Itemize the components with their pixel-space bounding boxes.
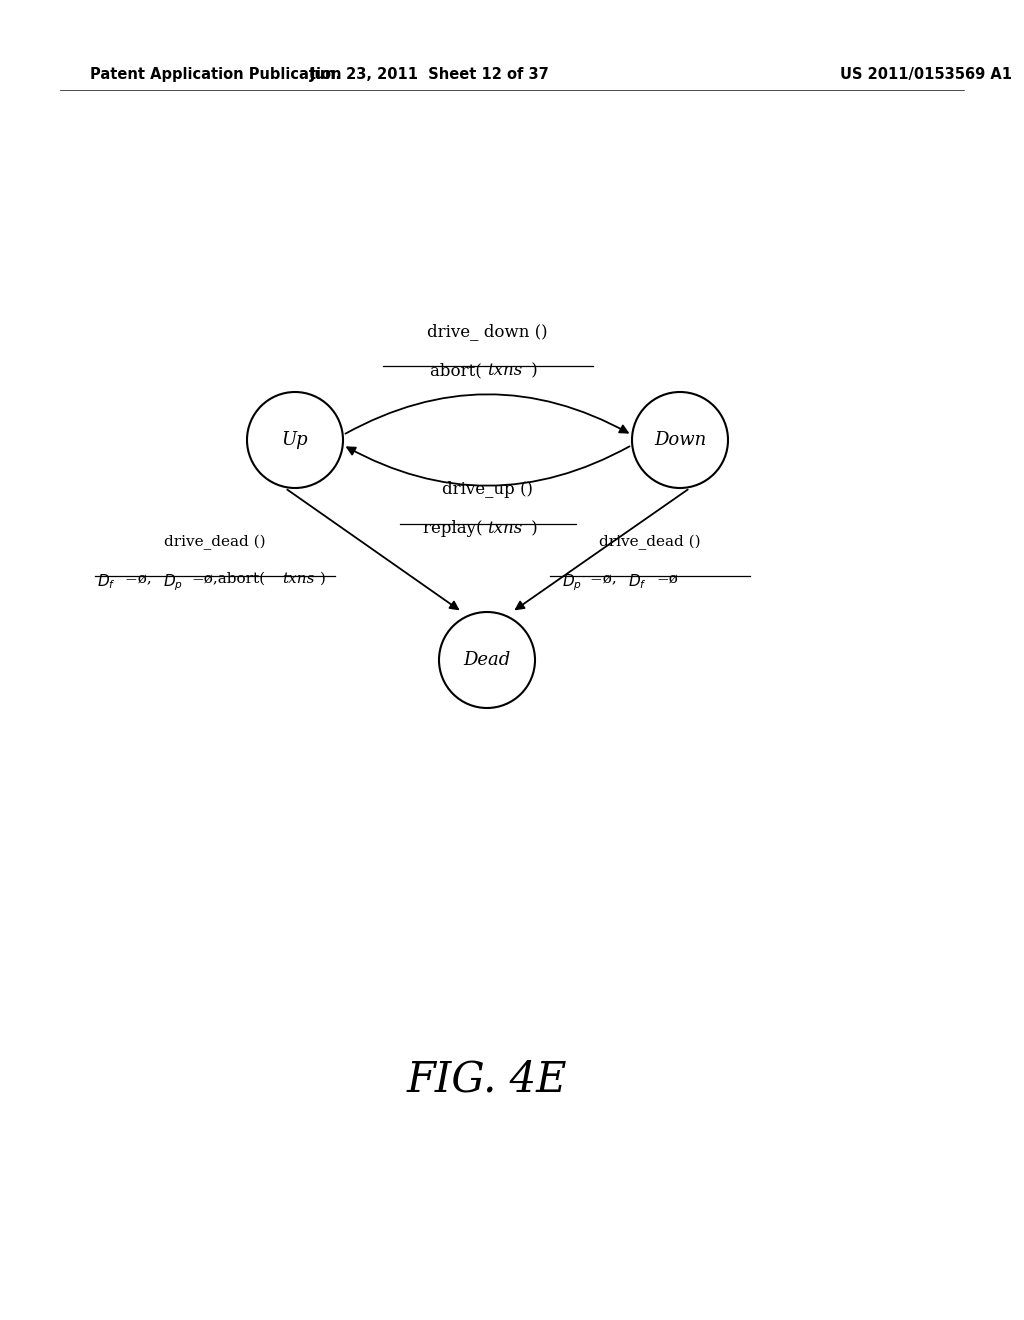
Text: txns: txns [487, 362, 522, 379]
Circle shape [247, 392, 343, 488]
Text: Dead: Dead [464, 651, 511, 669]
Text: txns: txns [487, 520, 522, 537]
Text: =ø: =ø [656, 572, 678, 586]
Text: Up: Up [282, 432, 308, 449]
Text: $\it{D}$$_p$: $\it{D}$$_p$ [562, 572, 583, 593]
FancyArrowPatch shape [516, 490, 688, 610]
FancyArrowPatch shape [288, 490, 458, 610]
Text: drive_ down (): drive_ down () [427, 323, 548, 341]
Text: $\it{D}$$_f$: $\it{D}$$_f$ [97, 572, 116, 591]
Text: drive_dead (): drive_dead () [164, 535, 266, 550]
Text: ): ) [315, 572, 326, 586]
Text: abort(: abort( [430, 362, 487, 379]
Text: =ø,: =ø, [125, 572, 157, 586]
FancyArrowPatch shape [345, 395, 628, 434]
Text: $\it{D}$$_f$: $\it{D}$$_f$ [628, 572, 647, 591]
Text: Jun. 23, 2011  Sheet 12 of 37: Jun. 23, 2011 Sheet 12 of 37 [310, 67, 550, 82]
Text: $\it{D}$$_p$: $\it{D}$$_p$ [163, 572, 183, 593]
FancyArrowPatch shape [347, 446, 630, 486]
Text: US 2011/0153569 A1: US 2011/0153569 A1 [840, 67, 1012, 82]
Circle shape [632, 392, 728, 488]
Text: ): ) [525, 520, 538, 537]
Text: Down: Down [654, 432, 707, 449]
Text: drive_up (): drive_up () [442, 480, 534, 498]
Text: ): ) [525, 362, 538, 379]
Text: txns: txns [282, 572, 314, 586]
Text: FIG. 4E: FIG. 4E [407, 1059, 567, 1101]
Circle shape [439, 612, 535, 708]
Text: drive_dead (): drive_dead () [599, 535, 700, 550]
Text: replay(: replay( [423, 520, 487, 537]
Text: Patent Application Publication: Patent Application Publication [90, 67, 341, 82]
Text: =ø,: =ø, [590, 572, 622, 586]
Text: =ø,abort(: =ø,abort( [191, 572, 265, 586]
